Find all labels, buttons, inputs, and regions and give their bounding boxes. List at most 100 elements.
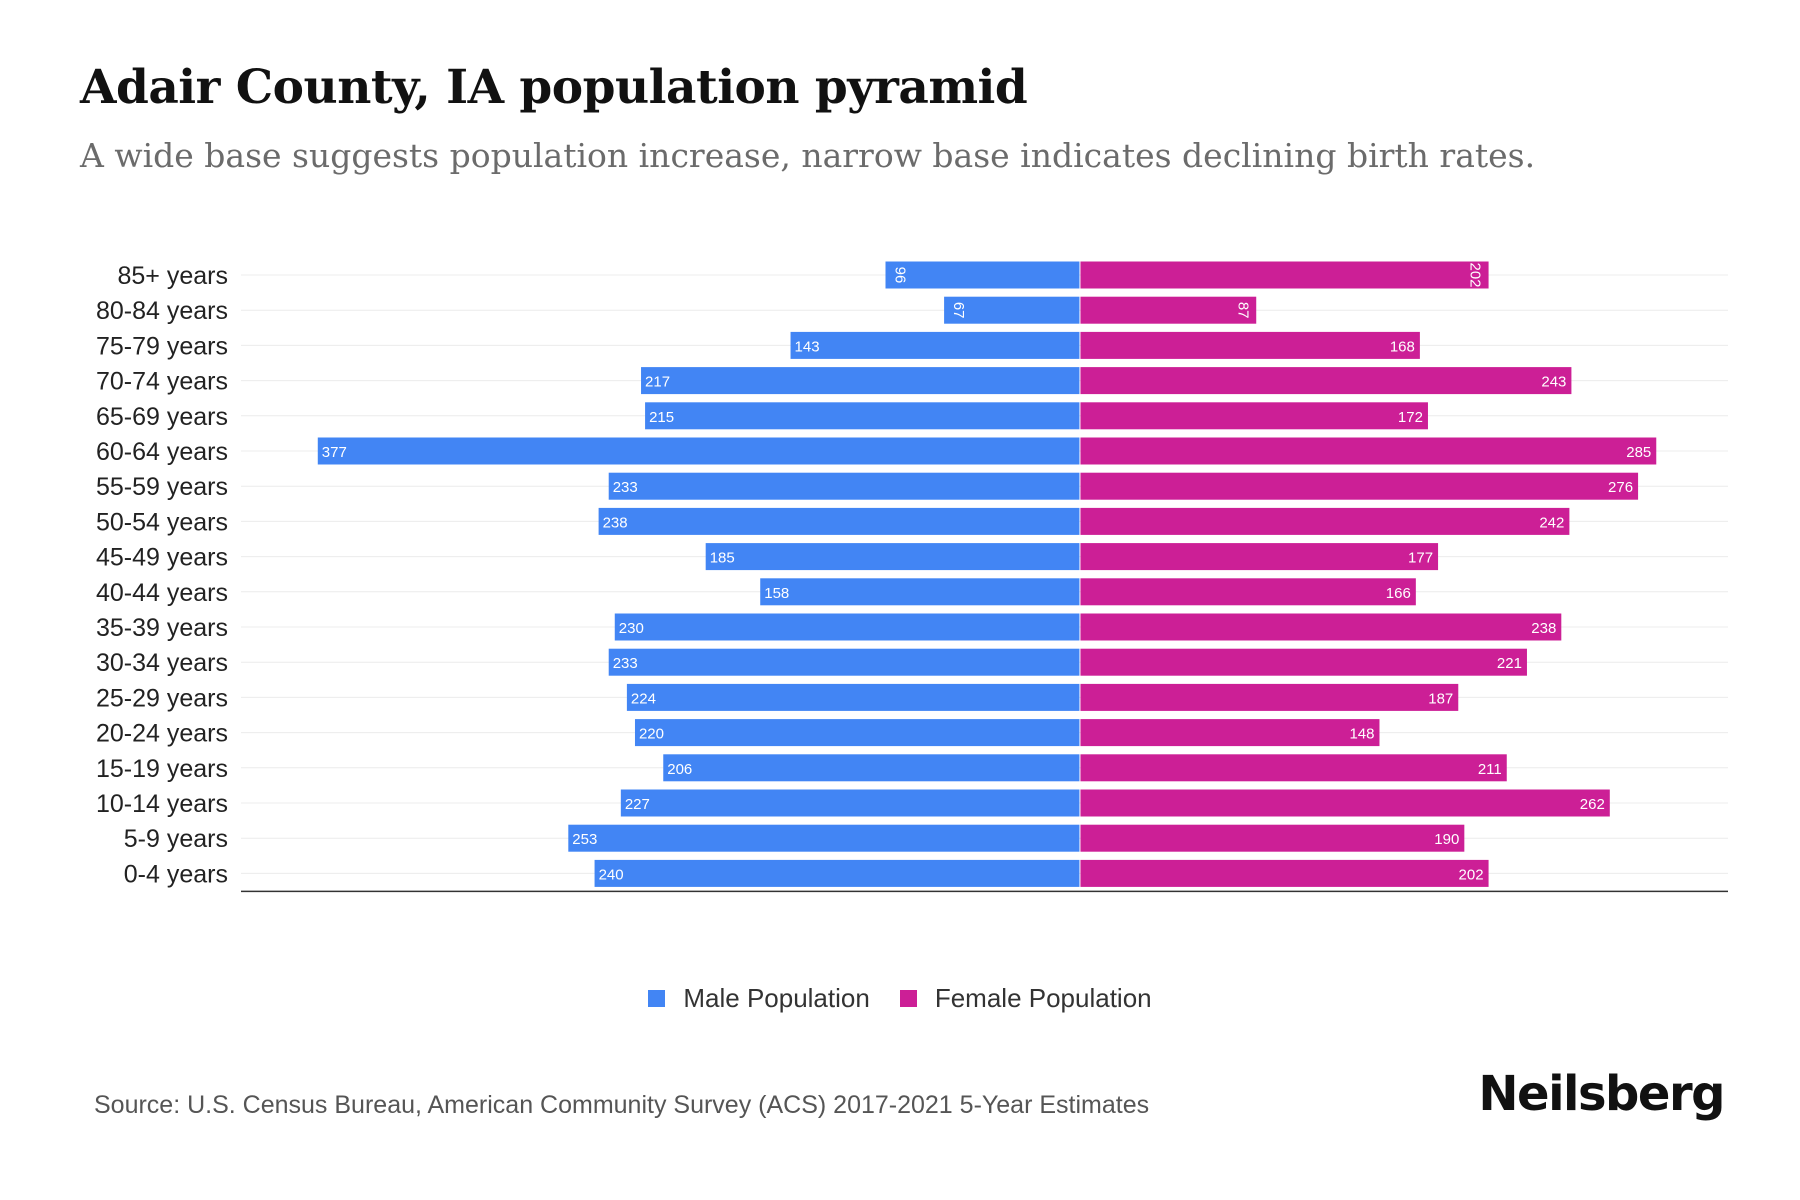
male-value-label-10-14-years: 227: [625, 796, 650, 813]
brand-logo: Neilsberg: [1478, 1066, 1725, 1122]
female-bar-25-29-years: [1080, 683, 1459, 711]
category-label-15-19-years: 15-19 years: [96, 755, 228, 783]
category-label-5-9-years: 5-9 years: [124, 825, 228, 853]
male-value-label-70-74-years: 217: [645, 374, 670, 391]
male-bar-55-59-years: [608, 472, 1080, 500]
female-bar-30-34-years: [1080, 648, 1527, 676]
female-value-label-50-54-years: 242: [1539, 514, 1564, 531]
female-value-label-80-84-years: 87: [1234, 302, 1251, 319]
female-bar-85-years: [1080, 261, 1489, 289]
category-label-80-84-years: 80-84 years: [96, 297, 228, 325]
male-bar-65-69-years: [645, 402, 1080, 430]
male-value-label-25-29-years: 224: [631, 690, 656, 707]
male-bar-40-44-years: [760, 578, 1080, 606]
male-value-label-45-49-years: 185: [710, 550, 735, 567]
male-value-label-65-69-years: 215: [649, 409, 674, 426]
male-value-label-35-39-years: 230: [619, 620, 644, 637]
female-value-label-45-49-years: 177: [1408, 550, 1433, 567]
male-value-label-50-54-years: 238: [603, 514, 628, 531]
female-bar-15-19-years: [1080, 754, 1507, 782]
female-value-label-70-74-years: 243: [1541, 374, 1566, 391]
male-bar-80-84-years: [944, 296, 1080, 324]
category-label-55-59-years: 55-59 years: [96, 473, 228, 501]
female-value-label-30-34-years: 221: [1497, 655, 1522, 672]
female-value-label-55-59-years: 276: [1608, 479, 1633, 496]
male-value-label-55-59-years: 233: [613, 479, 638, 496]
chart-title: Adair County, IA population pyramid: [80, 60, 1028, 115]
male-bar-15-19-years: [663, 754, 1080, 782]
female-value-label-85-years: 202: [1467, 262, 1484, 287]
male-bar-5-9-years: [568, 824, 1080, 852]
female-bar-75-79-years: [1080, 331, 1420, 359]
category-label-70-74-years: 70-74 years: [96, 368, 228, 396]
female-bar-60-64-years: [1080, 437, 1657, 465]
female-value-label-75-79-years: 168: [1390, 338, 1415, 355]
male-value-label-15-19-years: 206: [667, 761, 692, 778]
male-value-label-75-79-years: 143: [795, 338, 820, 355]
category-label-60-64-years: 60-64 years: [96, 438, 228, 466]
chart-legend: Male Population Female Population: [0, 983, 1800, 1014]
legend-item-male: Male Population: [648, 983, 870, 1014]
female-value-label-65-69-years: 172: [1398, 409, 1423, 426]
male-bar-0-4-years: [594, 859, 1080, 887]
female-value-label-15-19-years: 211: [1478, 761, 1502, 778]
male-value-label-30-34-years: 233: [613, 655, 638, 672]
male-value-label-5-9-years: 253: [572, 831, 597, 848]
category-label-30-34-years: 30-34 years: [96, 649, 228, 677]
female-bar-80-84-years: [1080, 296, 1257, 324]
female-bar-45-49-years: [1080, 543, 1439, 571]
male-value-label-85-years: 96: [892, 267, 909, 284]
legend-item-female: Female Population: [899, 983, 1152, 1014]
female-value-label-20-24-years: 148: [1349, 726, 1374, 743]
male-value-label-40-44-years: 158: [764, 585, 789, 602]
female-value-label-40-44-years: 166: [1386, 585, 1411, 602]
female-value-label-25-29-years: 187: [1428, 690, 1453, 707]
female-bar-70-74-years: [1080, 367, 1572, 395]
female-value-label-5-9-years: 190: [1434, 831, 1459, 848]
legend-swatch-male: [648, 990, 666, 1007]
male-value-label-80-84-years: 67: [950, 302, 967, 319]
female-value-label-0-4-years: 202: [1459, 866, 1484, 883]
category-label-35-39-years: 35-39 years: [96, 614, 228, 642]
male-bar-60-64-years: [317, 437, 1080, 465]
female-bar-40-44-years: [1080, 578, 1416, 606]
source-note: Source: U.S. Census Bureau, American Com…: [94, 1091, 1150, 1119]
category-label-45-49-years: 45-49 years: [96, 544, 228, 572]
female-bar-20-24-years: [1080, 719, 1380, 747]
female-value-label-10-14-years: 262: [1580, 796, 1605, 813]
category-label-25-29-years: 25-29 years: [96, 684, 228, 712]
category-label-40-44-years: 40-44 years: [96, 579, 228, 607]
population-pyramid-chart: 85+ years 96 202 80-84 years 67 87 75-79 years…: [96, 261, 1728, 893]
male-bar-50-54-years: [598, 507, 1080, 535]
female-value-label-35-39-years: 238: [1531, 620, 1556, 637]
female-value-label-60-64-years: 285: [1626, 444, 1651, 461]
category-label-20-24-years: 20-24 years: [96, 720, 228, 748]
male-value-label-60-64-years: 377: [322, 444, 347, 461]
male-bar-70-74-years: [641, 367, 1080, 395]
legend-label-male: Male Population: [683, 983, 870, 1013]
male-bar-30-34-years: [608, 648, 1080, 676]
category-label-75-79-years: 75-79 years: [96, 332, 228, 360]
category-label-10-14-years: 10-14 years: [96, 790, 228, 818]
female-bar-0-4-years: [1080, 859, 1489, 887]
female-bar-50-54-years: [1080, 507, 1570, 535]
category-label-50-54-years: 50-54 years: [96, 508, 228, 536]
female-bar-5-9-years: [1080, 824, 1465, 852]
male-bar-75-79-years: [790, 331, 1080, 359]
male-value-label-20-24-years: 220: [639, 726, 664, 743]
male-bar-45-49-years: [705, 543, 1080, 571]
male-bar-35-39-years: [614, 613, 1080, 641]
category-label-85-years: 85+ years: [118, 262, 229, 290]
category-label-65-69-years: 65-69 years: [96, 403, 228, 431]
chart-subtitle: A wide base suggests population increase…: [80, 136, 1536, 175]
male-bar-20-24-years: [634, 719, 1080, 747]
female-bar-65-69-years: [1080, 402, 1428, 430]
male-bar-25-29-years: [626, 683, 1080, 711]
male-value-label-0-4-years: 240: [599, 866, 624, 883]
male-bar-10-14-years: [620, 789, 1080, 817]
female-bar-55-59-years: [1080, 472, 1639, 500]
category-label-0-4-years: 0-4 years: [124, 860, 228, 888]
female-bar-10-14-years: [1080, 789, 1610, 817]
legend-label-female: Female Population: [934, 983, 1152, 1013]
legend-swatch-female: [899, 990, 917, 1007]
